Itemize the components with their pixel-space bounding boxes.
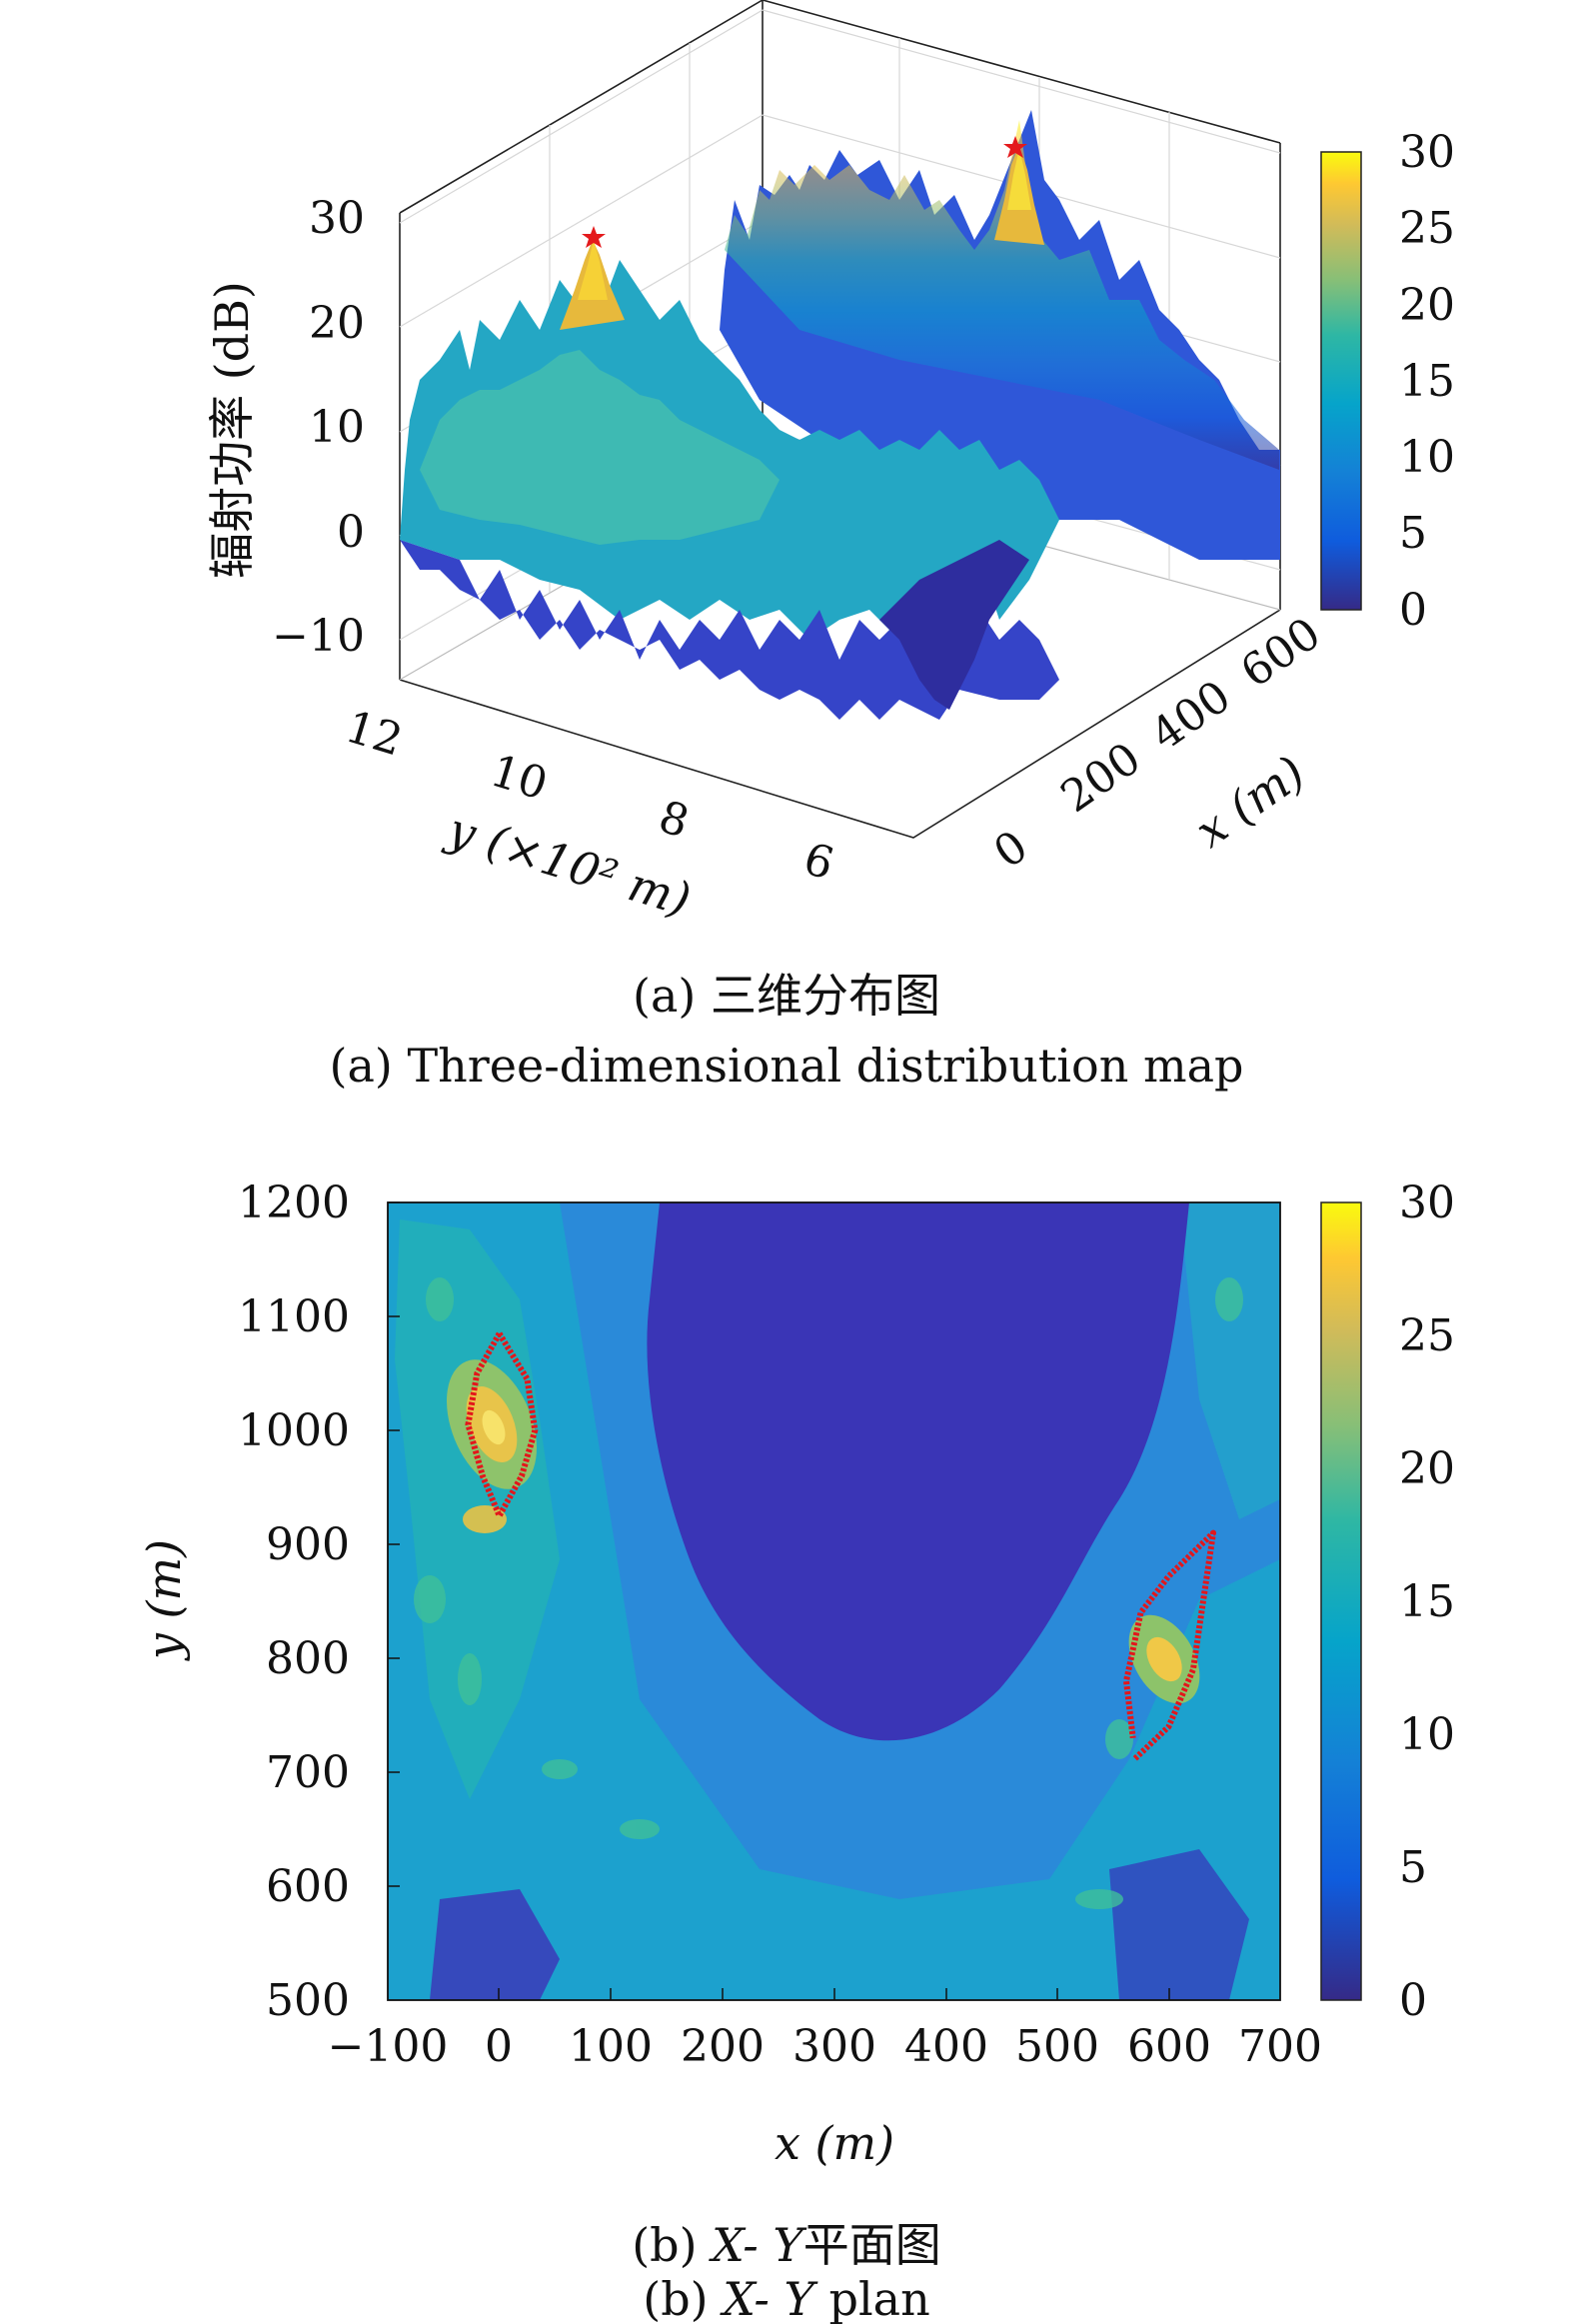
- b-x-axis-label: x (m): [775, 2116, 894, 2170]
- b-xtick-200: 200: [681, 2021, 765, 2072]
- peak-markers: [582, 136, 1027, 248]
- y-tick-10: 10: [485, 746, 553, 811]
- x-axis-label: x (m): [1185, 745, 1314, 858]
- b-xtick-600: 600: [1127, 2021, 1211, 2072]
- cbar-b-tick-20: 20: [1399, 1443, 1455, 1494]
- y-tick-6: 6: [797, 834, 839, 891]
- cbar-b-tick-5: 5: [1399, 1842, 1427, 1893]
- caption-b-en: (b) X- Y plan: [643, 2272, 929, 2324]
- cbar-b-tick-15: 15: [1399, 1576, 1455, 1627]
- y-tick-8: 8: [653, 792, 695, 849]
- b-ytick-1000: 1000: [238, 1405, 350, 1456]
- x-tick-400: 400: [1142, 671, 1240, 761]
- z-axis: 30 20 10 0 −10 辐射功率 (dB): [205, 193, 365, 662]
- x-tick-200: 200: [1052, 733, 1150, 823]
- cbar-b-tick-10: 10: [1399, 1709, 1455, 1760]
- b-xtick-700: 700: [1238, 2021, 1322, 2072]
- surface: [400, 110, 1280, 720]
- cbar-a-tick-25: 25: [1399, 203, 1455, 254]
- trajectory-layer: [465, 1331, 1216, 1761]
- cbar-b-tick-25: 25: [1399, 1310, 1455, 1361]
- cbar-a-tick-30: 30: [1399, 127, 1455, 178]
- b-xtick-300: 300: [792, 2021, 876, 2072]
- cbar-b-tick-0: 0: [1399, 1975, 1427, 2026]
- caption-a-en: (a) Three-dimensional distribution map: [330, 1039, 1244, 1093]
- b-y-axis: [388, 1201, 400, 1887]
- surface-back-ridge: [725, 120, 1279, 470]
- cbar-a-tick-5: 5: [1399, 508, 1427, 559]
- z-tick-neg10: −10: [272, 611, 365, 662]
- cbar-a-tick-15: 15: [1399, 356, 1455, 407]
- b-xtick-500: 500: [1015, 2021, 1099, 2072]
- caption-a-cn: (a) 三维分布图: [633, 969, 940, 1023]
- trajectory-1: [465, 1331, 539, 1519]
- panel-b-heatmap: 1200 1100 1000 900 800 700 600 500 y (m)…: [137, 1177, 1455, 2324]
- trajectory-2: [1123, 1529, 1216, 1761]
- b-ytick-800: 800: [266, 1633, 350, 1684]
- surface-trough: [879, 540, 1029, 710]
- b-ytick-1100: 1100: [238, 1291, 350, 1342]
- y-axis: 12 10 8 6 y (×10² m): [340, 702, 839, 928]
- b-xtick-neg100: −100: [328, 2021, 449, 2072]
- z-tick-30: 30: [309, 193, 365, 244]
- z-tick-0: 0: [337, 507, 365, 558]
- caption-b-en-post: plan: [814, 2272, 930, 2324]
- colorbar-b: 30 25 20 15 10 5 0: [1320, 1177, 1455, 2026]
- heatmap-field: [388, 1202, 1280, 2000]
- caption-b-cn: (b) X- Y平面图: [632, 2218, 941, 2272]
- x-tick-0: 0: [985, 821, 1037, 879]
- b-ytick-1200: 1200: [238, 1177, 350, 1228]
- cbar-a-tick-0: 0: [1399, 585, 1427, 636]
- surface-front-underside: [400, 540, 1059, 720]
- b-xtick-400: 400: [904, 2021, 988, 2072]
- b-x-ticklabels: −100 0 100 200 300 400 500 600 700: [328, 2021, 1322, 2072]
- b-xtick-0: 0: [485, 2021, 513, 2072]
- caption-b-en-pre: (b): [643, 2272, 723, 2324]
- peak-near-core: [578, 240, 608, 300]
- b-x-axis: [498, 1988, 1170, 2000]
- b-y-ticklabels: 1200 1100 1000 900 800 700 600 500: [238, 1177, 350, 2026]
- cbar-b-tick-30: 30: [1399, 1177, 1455, 1228]
- z-tick-10: 10: [309, 402, 365, 453]
- heatmap-low-region: [647, 1202, 1189, 1741]
- b-xtick-100: 100: [569, 2021, 653, 2072]
- peak-marker-near: [582, 226, 606, 248]
- peak-marker-far: [1003, 136, 1027, 158]
- z-axis-label: 辐射功率 (dB): [205, 281, 259, 579]
- z-tick-20: 20: [309, 298, 365, 349]
- panel-a-3d-surface: 30 20 10 0 −10 辐射功率 (dB) 12 10 8 6 y (×1…: [205, 0, 1455, 1093]
- y-tick-12: 12: [340, 702, 408, 767]
- peak-far-core: [1007, 148, 1031, 210]
- caption-b-cn-post: 平面图: [803, 2218, 941, 2272]
- b-ytick-900: 900: [266, 1519, 350, 1570]
- b-y-axis-label: y (m): [137, 1539, 191, 1661]
- caption-b-cn-pre: (b): [632, 2218, 712, 2272]
- caption-b-cn-italic: X- Y: [709, 2218, 807, 2272]
- b-ytick-500: 500: [266, 1975, 350, 2026]
- caption-b-en-italic: X- Y: [720, 2272, 818, 2324]
- surface-front-teal: [420, 350, 780, 545]
- cbar-a-tick-10: 10: [1399, 432, 1455, 483]
- b-ytick-600: 600: [266, 1861, 350, 1912]
- colorbar-a: 30 25 20 15 10 5 0: [1320, 127, 1455, 636]
- cbar-a-tick-20: 20: [1399, 280, 1455, 331]
- x-tick-600: 600: [1232, 608, 1330, 698]
- b-ytick-700: 700: [266, 1747, 350, 1798]
